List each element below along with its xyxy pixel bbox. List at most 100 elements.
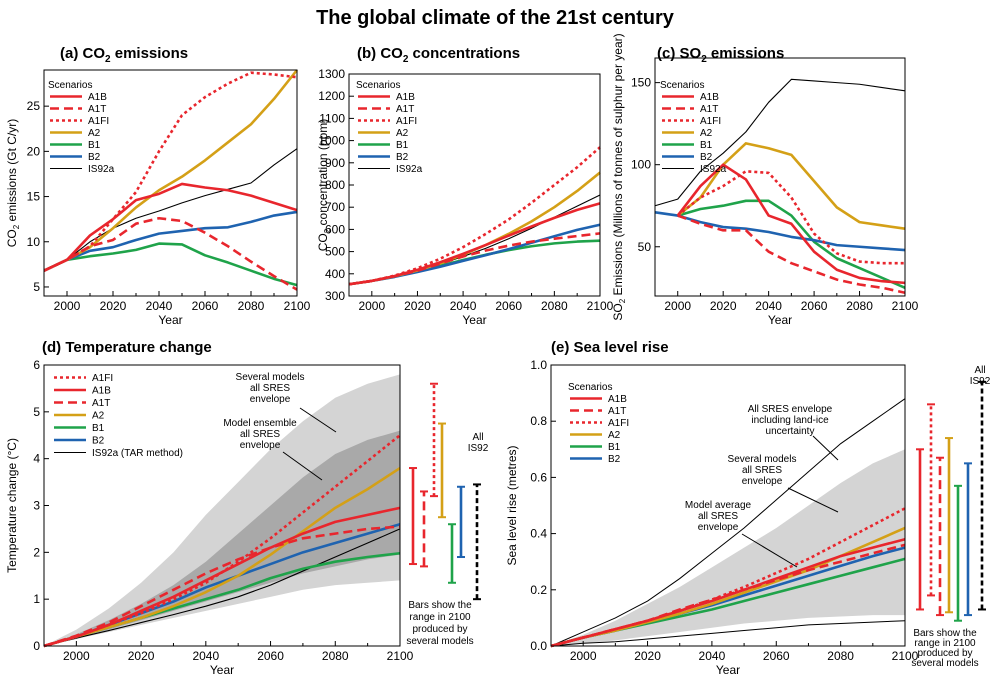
x-tick-label: 2020 — [128, 649, 155, 663]
y-axis-label: Sea level rise (metres) — [505, 445, 519, 565]
panel-title: (a) CO2 emissions — [60, 45, 188, 65]
x-tick-label: 2020 — [634, 649, 661, 663]
x-tick-label: 2060 — [495, 299, 522, 313]
y-tick-label: 700 — [325, 200, 345, 214]
y-tick-label: 0.8 — [530, 414, 547, 428]
plot-frame — [43, 69, 298, 297]
legend-label-a1t: A1T — [88, 104, 106, 115]
legend-title: Scenarios — [660, 80, 704, 91]
panel-title: (c) SO2 emissions — [657, 45, 784, 65]
legend-title: Scenarios — [48, 80, 92, 91]
y-tick-label: 1.0 — [530, 358, 547, 372]
x-tick-label: 2060 — [192, 299, 219, 313]
x-tick-label: 2040 — [450, 299, 477, 313]
x-tick-label: 2080 — [541, 299, 568, 313]
legend-label-a1b: A1B — [88, 92, 107, 103]
annotation-several-models: Several models — [236, 372, 305, 383]
x-tick-label: 2080 — [238, 299, 265, 313]
panel-b: (b) CO2 concentrations 2000 2020 2040 2060 20… — [316, 45, 614, 327]
legend-label-a1b: A1B — [92, 386, 111, 397]
legend-label-a1fi: A1FI — [88, 116, 109, 127]
envelope-inner — [44, 430, 400, 646]
y-axis-label: CO2 concentration (ppm) — [316, 119, 332, 252]
legend-label-a1fi: A1FI — [700, 116, 721, 127]
x-axis-label: Year — [462, 313, 486, 327]
series-line-b1 — [43, 242, 298, 287]
annotation-bars-note: Bars show the — [408, 600, 472, 611]
x-tick-label: 2000 — [358, 299, 385, 313]
legend-label-a1fi: A1FI — [92, 373, 113, 384]
panel-c: (c) SO2 emissions 2000 2020 2040 2060 2080 210… — [611, 33, 919, 327]
y-tick-label: 1 — [33, 592, 40, 606]
annotation-several-models: Several models — [728, 454, 797, 465]
y-tick-label: 0 — [33, 639, 40, 653]
x-axis-label: Year — [158, 313, 182, 327]
x-tick-label: 2000 — [570, 649, 597, 663]
annotation-bars-note: Bars show the — [913, 628, 977, 639]
plot-frame — [654, 57, 906, 297]
legend-label-b1: B1 — [92, 423, 105, 434]
x-tick-label: 2080 — [322, 649, 349, 663]
x-axis-label: Year — [716, 663, 740, 677]
y-tick-label: 5 — [33, 280, 40, 294]
x-tick-label: 2060 — [801, 299, 828, 313]
legend-label-b2: B2 — [92, 436, 105, 447]
series-line-a1b — [676, 163, 906, 285]
annotation-bars-note: range in 2100 — [914, 638, 976, 649]
y-tick-label: 15 — [27, 190, 41, 204]
series-line-b2 — [654, 211, 906, 252]
y-tick-label: 6 — [33, 358, 40, 372]
legend-label-is92a: IS92a — [700, 164, 727, 175]
series-line-a1b — [43, 182, 298, 272]
x-tick-label: 2080 — [846, 299, 873, 313]
legend-title: Scenarios — [568, 382, 612, 393]
legend-label-a2: A2 — [396, 128, 409, 139]
legend-label-b1: B1 — [396, 140, 409, 151]
x-tick-label: 2060 — [763, 649, 790, 663]
y-tick-label: 1000 — [318, 134, 345, 148]
legend-label-a2: A2 — [88, 128, 101, 139]
legend-label-is92a: IS92a (TAR method) — [92, 448, 183, 459]
annotation-ensemble: envelope — [240, 440, 281, 451]
annotation-model-average: all SRES — [698, 511, 738, 522]
legend-label-a1b: A1B — [608, 394, 627, 405]
panel-title: (e) Sea level rise — [551, 339, 669, 356]
legend-label-a2: A2 — [700, 128, 713, 139]
legend-label-b1: B1 — [700, 140, 713, 151]
annotation-several-models: envelope — [742, 476, 783, 487]
y-tick-label: 600 — [325, 222, 345, 236]
x-tick-label: 2100 — [587, 299, 614, 313]
y-tick-label: 100 — [631, 158, 651, 172]
series-line-a1fi — [550, 507, 906, 648]
y-tick-label: 0.4 — [530, 527, 547, 541]
y-tick-label: 20 — [27, 144, 41, 158]
y-tick-label: 0.6 — [530, 470, 547, 484]
annotation-bars-note: several models — [406, 636, 473, 647]
series-line-b2 — [43, 210, 298, 272]
legend-label-a1fi: A1FI — [396, 116, 417, 127]
y-tick-label: 1100 — [319, 111, 345, 125]
annotation-several-models: all SRES — [742, 465, 782, 476]
legend-label-b2: B2 — [396, 152, 409, 163]
y-tick-label: 4 — [33, 452, 40, 466]
annotation-several-models: all SRES — [250, 383, 290, 394]
annotation-arrow — [787, 487, 839, 513]
x-tick-label: 2100 — [284, 299, 311, 313]
x-tick-label: 2040 — [146, 299, 173, 313]
series-line-a1t — [43, 525, 401, 648]
annotation-bars-note: range in 2100 — [409, 612, 471, 623]
x-tick-label: 2040 — [192, 649, 219, 663]
x-tick-label: 2080 — [827, 649, 854, 663]
annotation-all-sres-land-ice: uncertainty — [766, 426, 815, 437]
y-tick-label: 50 — [638, 240, 652, 254]
x-tick-label: 2020 — [710, 299, 737, 313]
annotation-model-average: envelope — [698, 522, 739, 533]
legend-label-a1t: A1T — [396, 104, 414, 115]
y-tick-label: 2 — [33, 545, 40, 559]
x-axis-label: Year — [210, 663, 234, 677]
y-tick-label: 5 — [33, 405, 40, 419]
y-tick-label: 10 — [27, 235, 41, 249]
annotation-ensemble: all SRES — [240, 429, 280, 440]
legend-label-a2: A2 — [608, 430, 621, 441]
